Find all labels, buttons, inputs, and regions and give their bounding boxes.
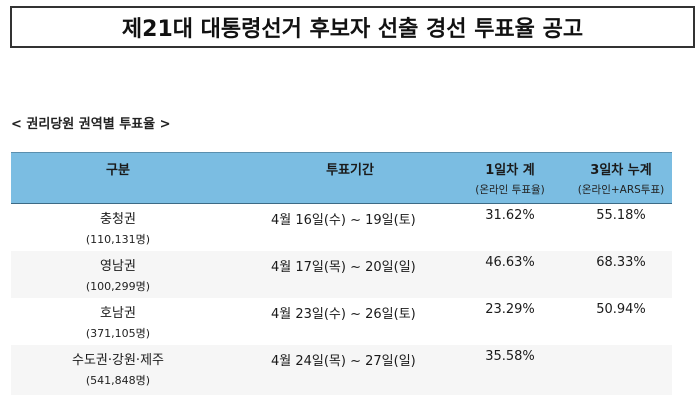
table-row: 수도권·강원·제주 (541,848명) 4월 24일(목) ~ 27일(일) … (11, 345, 672, 395)
title-box: 제21대 대통령선거 후보자 선출 경선 투표율 공고 (10, 6, 695, 48)
region-members: (541,848명) (85, 374, 151, 387)
region-name: 충청권 (100, 212, 136, 227)
region-name: 수도권·강원·제주 (72, 353, 164, 368)
voting-period: 4월 16일(수) ~ 19일(토) (271, 213, 416, 228)
day1-turnout: 31.62% (485, 208, 535, 223)
header-region: 구분 (106, 163, 130, 178)
region-members: (110,131명) (85, 233, 151, 246)
table-row: 호남권 (371,105명) 4월 23일(수) ~ 26일(토) 23.29%… (11, 298, 672, 345)
table-row: 영남권 (100,299명) 4월 17일(목) ~ 20일(일) 46.63%… (11, 251, 672, 298)
day1-turnout: 23.29% (485, 302, 535, 317)
page-title: 제21대 대통령선거 후보자 선출 경선 투표율 공고 (121, 17, 584, 42)
section-heading: < 권리당원 권역별 투표율 > (11, 117, 171, 132)
table-row: 충청권 (110,131명) 4월 16일(수) ~ 19일(토) 31.62%… (11, 204, 672, 251)
header-period: 투표기간 (326, 163, 374, 178)
region-name: 호남권 (100, 306, 136, 321)
day1-turnout: 35.58% (485, 349, 535, 364)
turnout-table: 구분 투표기간 1일차 계 (온라인 투표율) 3일차 누계 (온라인+ARS투… (11, 152, 672, 395)
header-day1-sub: (온라인 투표율) (475, 184, 545, 196)
table-header: 구분 투표기간 1일차 계 (온라인 투표율) 3일차 누계 (온라인+ARS투… (11, 152, 672, 204)
day3-turnout: 50.94% (596, 302, 646, 317)
header-day1: 1일차 계 (485, 163, 535, 178)
header-day3-sub: (온라인+ARS투표) (577, 184, 665, 196)
voting-period: 4월 17일(목) ~ 20일(일) (271, 260, 416, 275)
region-members: (371,105명) (85, 327, 151, 340)
voting-period: 4월 23일(수) ~ 26일(토) (271, 307, 416, 322)
day3-turnout: 68.33% (596, 255, 646, 270)
day1-turnout: 46.63% (485, 255, 535, 270)
day3-turnout: 55.18% (596, 208, 646, 223)
voting-period: 4월 24일(목) ~ 27일(일) (271, 354, 416, 369)
region-name: 영남권 (100, 259, 136, 274)
region-members: (100,299명) (85, 280, 151, 293)
header-day3: 3일차 누계 (590, 163, 652, 178)
